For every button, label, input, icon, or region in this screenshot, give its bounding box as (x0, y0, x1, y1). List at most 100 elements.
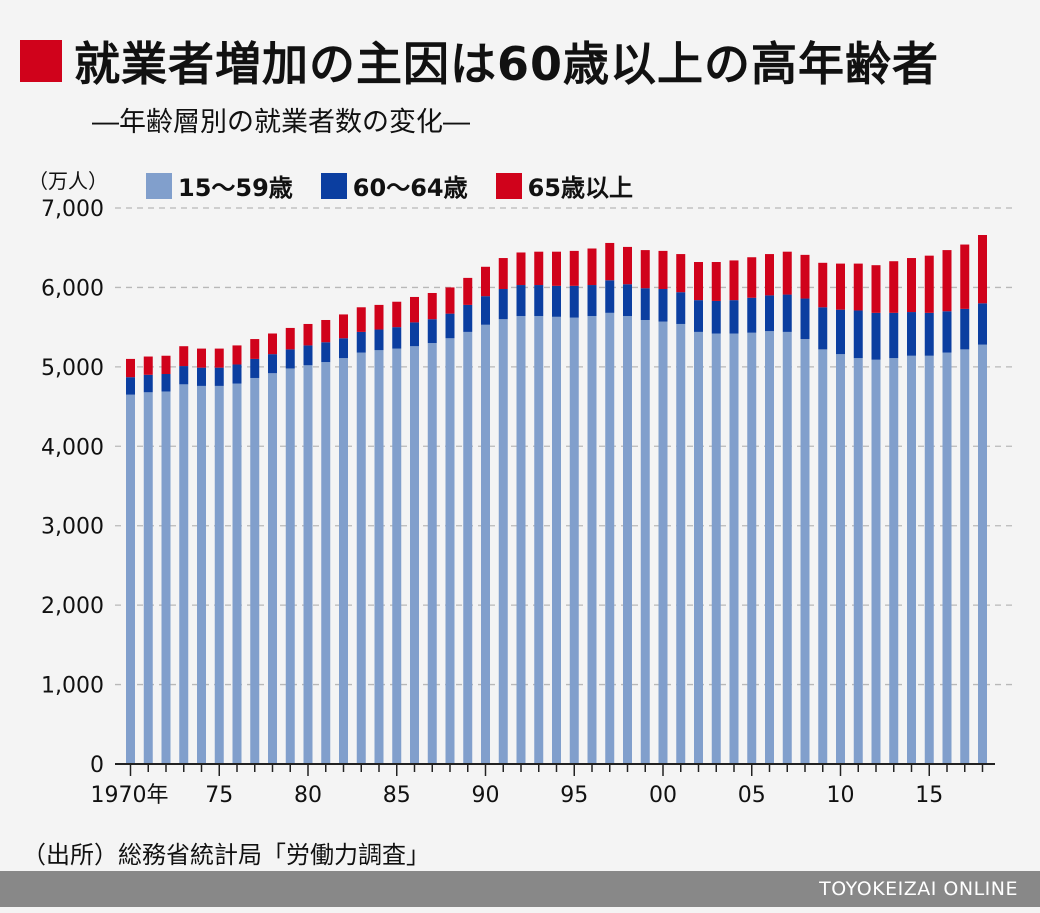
bar-segment (232, 383, 242, 764)
bar-segment (356, 307, 366, 332)
bar-segment (747, 297, 757, 333)
bar-segment (250, 358, 260, 378)
bar-segment (942, 250, 952, 312)
bar-segment (356, 352, 366, 764)
bar-segment (285, 327, 295, 350)
bar-segment (303, 345, 313, 366)
source-note: （出所）総務省統計局「労働力調査」 (22, 841, 430, 869)
bar-segment (587, 285, 597, 317)
x-tick-label: 1970年 (91, 783, 169, 808)
bar-segment (960, 244, 970, 309)
bar-segment (268, 354, 277, 374)
x-tick-label: 75 (205, 783, 233, 808)
bar-segment (268, 373, 277, 764)
bar-segment (729, 300, 739, 334)
bar-segment (569, 250, 579, 286)
bar-segment (285, 368, 295, 764)
bar-segment (268, 333, 277, 355)
bar-segment (605, 312, 615, 764)
bar-segment (427, 292, 437, 320)
bar-segment (694, 331, 703, 764)
bar-segment (197, 367, 206, 386)
bar-segment (392, 348, 402, 764)
bar-segment (907, 355, 916, 764)
x-tick-label: 00 (649, 783, 677, 808)
bar-segment (587, 316, 597, 764)
legend-label-65plus: 65歳以上 (527, 174, 633, 202)
bar-segment (694, 300, 703, 332)
bar-segment (853, 358, 863, 764)
bar-segment (782, 331, 792, 764)
bar-segment (126, 358, 135, 378)
legend-swatch-15-59 (146, 172, 172, 199)
bar-segment (552, 251, 561, 286)
bar-segment (960, 349, 970, 764)
bar-segment (782, 251, 792, 295)
bar-segment (818, 349, 828, 764)
bar-segment (623, 316, 632, 764)
y-tick-label: 6,000 (41, 276, 104, 301)
legend-swatch-65plus (495, 172, 522, 199)
bar-segment (374, 350, 384, 764)
y-axis-unit: （万人） (28, 169, 108, 193)
y-tick-label: 5,000 (41, 356, 104, 381)
bar-segment (321, 342, 331, 363)
bar-segment (410, 296, 419, 323)
bar-segment (427, 319, 437, 344)
bar-segment (250, 377, 260, 764)
bar-segment (747, 332, 757, 764)
bar-segment (197, 348, 206, 368)
y-tick-label: 0 (90, 753, 104, 778)
bar-segment (427, 343, 437, 764)
bar-segment (179, 384, 189, 764)
bar-segment (569, 317, 579, 764)
bar-segment (498, 258, 508, 290)
bar-segment (339, 358, 348, 764)
bar-segment (676, 254, 686, 293)
bar-segment (711, 262, 721, 301)
bar-segment (871, 312, 881, 360)
chart-subtitle: ―年齢層別の就業者数の変化― (92, 107, 470, 138)
bar-segment (853, 310, 863, 359)
bar-segment (214, 348, 224, 368)
bar-segment (143, 392, 153, 764)
bar-segment (179, 366, 189, 385)
x-tick-label: 15 (915, 783, 943, 808)
bar-segment (232, 364, 242, 384)
bar-segment (392, 301, 402, 328)
bar-segment (481, 266, 490, 297)
bar-segment (374, 304, 384, 330)
bar-segment (339, 314, 348, 339)
bar-segment (836, 354, 845, 764)
bar-segment (836, 309, 845, 355)
bar-segment (463, 331, 473, 764)
bar-segment (410, 346, 419, 764)
bar-segment (800, 298, 810, 340)
bar-segment (676, 323, 686, 764)
chart-title: 就業者増加の主因は60歳以上の高年齢者 (74, 37, 940, 91)
y-tick-label: 1,000 (41, 674, 104, 699)
stacked-bar-chart: 0 1,000 2,000 3,000 4,000 5,000 6,000 7,000 1970… (41, 197, 1013, 808)
bar-segment (161, 374, 171, 392)
bar-segment (694, 262, 703, 301)
x-tick-label: 90 (472, 783, 500, 808)
bar-segment (658, 321, 668, 764)
bar-segment (924, 255, 934, 313)
bar-segment (889, 261, 899, 313)
footer-bar: TOYOKEIZAI ONLINE (0, 871, 1040, 907)
bar-segment (907, 312, 916, 356)
bar-segment (836, 263, 845, 310)
footer-brand: TOYOKEIZAI ONLINE (819, 878, 1018, 900)
bar-segment (605, 280, 615, 313)
bar-segment (924, 312, 934, 356)
bar-segment (339, 338, 348, 359)
bar-segment (534, 251, 544, 286)
y-tick-label: 2,000 (41, 594, 104, 619)
bar-segment (463, 304, 473, 332)
bar-segment (853, 263, 863, 311)
bar-segment (711, 333, 721, 764)
bar-segment (534, 316, 544, 764)
bar-segment (800, 254, 810, 299)
bar-segment (605, 242, 615, 281)
bar-segment (818, 262, 828, 308)
